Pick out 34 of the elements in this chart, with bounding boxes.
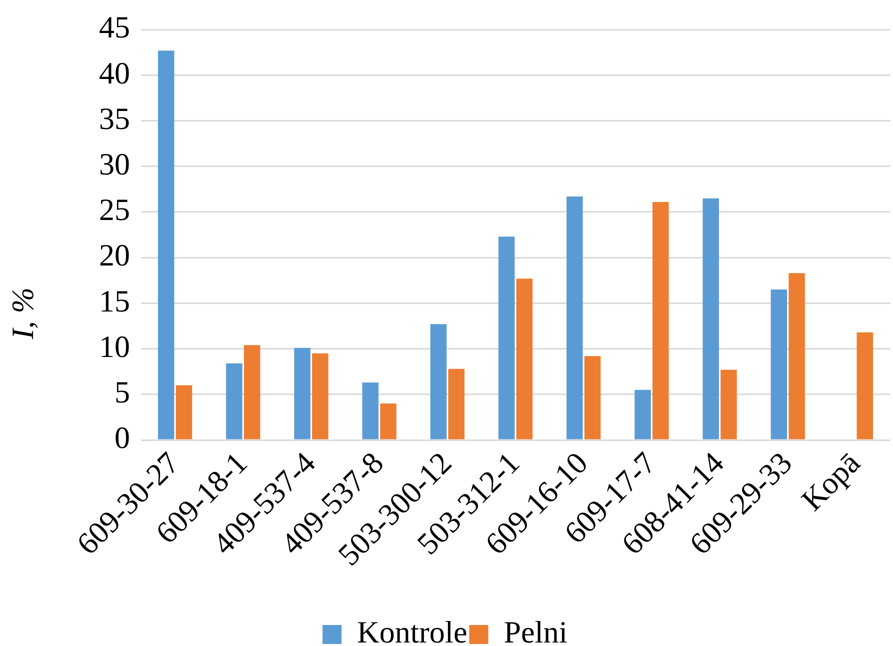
bar	[362, 382, 379, 440]
y-tick-label: 45	[99, 10, 130, 45]
y-tick-label: 35	[99, 100, 130, 136]
y-tick-label: 10	[99, 328, 130, 364]
y-tick-label: 25	[99, 192, 130, 228]
bar	[788, 273, 805, 440]
bar	[856, 332, 874, 440]
bar	[176, 385, 192, 440]
bar	[312, 353, 328, 440]
bar	[380, 404, 396, 440]
bar	[516, 278, 533, 440]
y-tick-label: 0	[114, 420, 130, 456]
y-axis-title: I, %	[5, 287, 40, 340]
y-tick-label: 20	[99, 238, 130, 273]
bar	[566, 196, 583, 440]
y-tick-label: 15	[99, 283, 130, 318]
bar	[244, 345, 260, 440]
bar	[584, 356, 601, 440]
bar	[634, 390, 651, 440]
legend-label: Pelni	[504, 614, 568, 646]
bar	[430, 324, 447, 440]
bar	[720, 370, 737, 440]
bar	[498, 236, 515, 440]
bar	[226, 363, 242, 440]
y-tick-label: 5	[114, 374, 130, 410]
bar	[294, 348, 310, 440]
bar	[702, 198, 719, 440]
bar	[652, 202, 669, 440]
bar	[448, 368, 464, 440]
bar	[770, 290, 788, 440]
bar	[158, 50, 174, 440]
legend-label: Kontrole	[357, 614, 468, 646]
y-tick-label: 30	[99, 146, 130, 182]
y-tick-label: 40	[99, 55, 130, 90]
